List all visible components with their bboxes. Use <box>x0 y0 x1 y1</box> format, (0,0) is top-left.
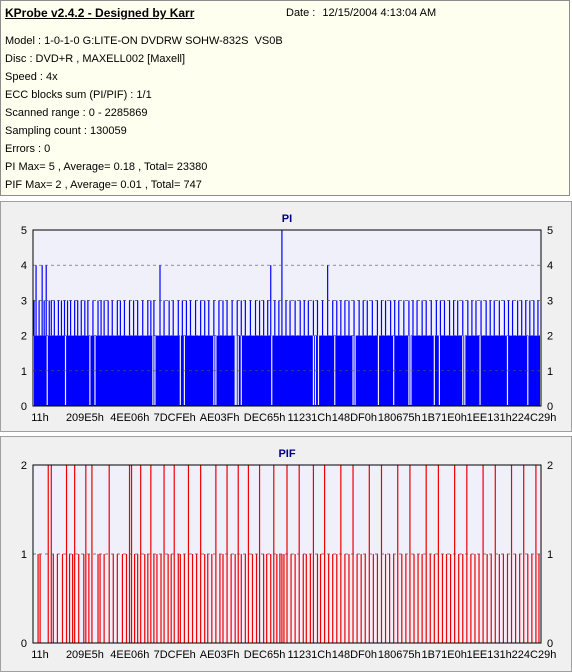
x-tick-label: 11231Ch <box>288 412 332 424</box>
x-tick-label: 180675h <box>378 412 421 424</box>
chart-title: PI <box>282 213 292 225</box>
x-tick-label: 148DF0h <box>332 412 377 424</box>
info-panel: KProbe v2.4.2 - Designed by Karr Date : … <box>0 0 570 196</box>
pif-chart-panel: PIF 0 0 1 1 2 2 11h 209E5h 4EE06h 7DCFEh AE03Fh DEC6… <box>0 436 572 672</box>
y-tick-label-left: 1 <box>21 366 27 378</box>
plot-frame <box>32 464 542 644</box>
x-tick-label: DEC65h <box>244 412 286 424</box>
x-tick-label: 1B71E0h <box>422 412 467 424</box>
y-tick-label-left: 2 <box>21 460 27 472</box>
date-value: 12/15/2004 4:13:04 AM <box>322 7 437 19</box>
x-tick-label: 11h <box>31 412 49 424</box>
x-tick-label: 7DCFEh <box>154 649 196 661</box>
y-tick-label-right: 2 <box>547 331 553 343</box>
pi-chart: PI 0 0 1 1 2 2 3 3 4 4 5 5 11h 209E5h 4EE06h 7DCFEh AE03F… <box>21 213 557 424</box>
app-title: KProbe v2.4.2 - Designed by Karr <box>5 6 195 20</box>
x-tick-label: 148DF0h <box>332 649 377 661</box>
x-tick-label: 7DCFEh <box>154 412 196 424</box>
chart-title: PIF <box>278 448 295 460</box>
info-pif-stats: PIF Max= 2 , Average= 0.01 , Total= 747 <box>5 179 202 191</box>
y-tick-label-left: 4 <box>21 260 27 272</box>
x-tick-label: 11231Ch <box>288 649 332 661</box>
y-tick-label-right: 5 <box>547 225 553 237</box>
info-errors: Errors : 0 <box>5 143 51 155</box>
y-tick-label-right: 1 <box>547 366 553 378</box>
x-tick-label: 1EE131h <box>466 412 511 424</box>
y-tick-label-left: 3 <box>21 295 27 307</box>
date-label: Date : <box>286 7 316 19</box>
info-disc: Disc : DVD+R , MAXELL002 [Maxell] <box>5 53 186 65</box>
x-tick-label: 224C29h <box>512 649 557 661</box>
y-tick-label-right: 0 <box>547 401 553 413</box>
y-tick-label-left: 1 <box>21 549 27 561</box>
x-tick-label: 1B71E0h <box>422 649 467 661</box>
x-tick-label: 209E5h <box>66 649 104 661</box>
info-sampling: Sampling count : 130059 <box>5 125 127 137</box>
info-model: Model : 1-0-1-0 G:LITE-ON DVDRW SOHW-832… <box>5 35 283 47</box>
x-tick-label: 1EE131h <box>466 649 511 661</box>
x-tick-label: AE03Fh <box>200 412 240 424</box>
x-tick-label: 4EE06h <box>110 412 149 424</box>
y-tick-label-right: 0 <box>547 638 553 650</box>
y-tick-label-right: 2 <box>547 460 553 472</box>
x-tick-label: 11h <box>31 649 49 661</box>
y-tick-label-right: 4 <box>547 260 553 272</box>
pi-chart-panel: PI 0 0 1 1 2 2 3 3 4 4 5 5 11h 209E5h 4EE06h 7DCFEh AE03F… <box>0 201 572 432</box>
x-tick-label: 224C29h <box>512 412 557 424</box>
x-tick-label: AE03Fh <box>200 649 240 661</box>
x-tick-label: DEC65h <box>244 649 286 661</box>
y-tick-label-left: 5 <box>21 225 27 237</box>
pif-chart: PIF 0 0 1 1 2 2 11h 209E5h 4EE06h 7DCFEh AE03Fh DEC6… <box>21 448 557 661</box>
plot-frame <box>32 229 542 407</box>
x-tick-label: 209E5h <box>66 412 104 424</box>
x-tick-label: 180675h <box>378 649 421 661</box>
info-ecc: ECC blocks sum (PI/PIF) : 1/1 <box>5 89 152 101</box>
y-tick-label-left: 2 <box>21 331 27 343</box>
y-tick-label-right: 3 <box>547 295 553 307</box>
date-readout: Date : 12/15/2004 4:13:04 AM <box>286 7 436 19</box>
y-tick-label-left: 0 <box>21 638 27 650</box>
x-tick-label: 4EE06h <box>110 649 149 661</box>
y-tick-label-right: 1 <box>547 549 553 561</box>
info-pi-stats: PI Max= 5 , Average= 0.18 , Total= 23380 <box>5 161 208 173</box>
info-range: Scanned range : 0 - 2285869 <box>5 107 148 119</box>
info-speed: Speed : 4x <box>5 71 58 83</box>
y-tick-label-left: 0 <box>21 401 27 413</box>
